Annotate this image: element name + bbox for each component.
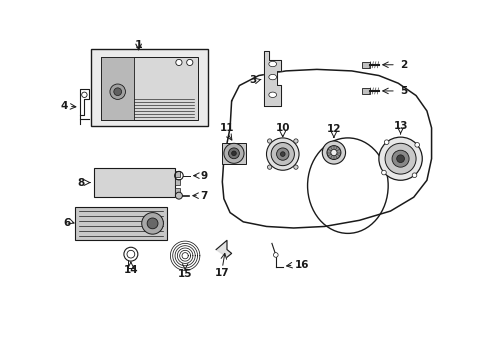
- Circle shape: [381, 170, 386, 175]
- Bar: [101, 57, 134, 120]
- Ellipse shape: [268, 61, 276, 67]
- Text: 17: 17: [215, 268, 229, 278]
- Circle shape: [330, 149, 336, 156]
- Circle shape: [411, 173, 416, 177]
- Text: 12: 12: [326, 125, 341, 134]
- Bar: [361, 62, 369, 68]
- Polygon shape: [216, 240, 231, 257]
- Circle shape: [224, 143, 244, 163]
- Circle shape: [114, 88, 122, 95]
- Text: 7: 7: [200, 191, 207, 201]
- Circle shape: [175, 192, 182, 199]
- Circle shape: [384, 143, 415, 174]
- Text: 13: 13: [392, 121, 407, 131]
- Text: 14: 14: [123, 265, 138, 275]
- Text: 5: 5: [399, 86, 407, 96]
- Circle shape: [267, 139, 271, 143]
- Circle shape: [280, 152, 285, 156]
- Bar: [222, 143, 245, 164]
- Text: 10: 10: [275, 123, 289, 133]
- Bar: [75, 207, 166, 239]
- Bar: [361, 88, 369, 94]
- Text: 8: 8: [78, 177, 85, 188]
- Circle shape: [147, 218, 158, 229]
- Text: 9: 9: [200, 171, 207, 181]
- Circle shape: [266, 138, 299, 170]
- Circle shape: [276, 148, 288, 160]
- Circle shape: [326, 145, 340, 159]
- Text: 3: 3: [249, 75, 256, 85]
- Circle shape: [110, 84, 125, 99]
- Circle shape: [391, 150, 408, 167]
- Bar: [101, 57, 198, 120]
- Bar: [175, 188, 179, 194]
- Circle shape: [142, 213, 163, 234]
- Text: 6: 6: [63, 217, 71, 228]
- Polygon shape: [264, 51, 281, 106]
- Circle shape: [267, 165, 271, 169]
- Circle shape: [293, 165, 298, 169]
- Ellipse shape: [268, 75, 276, 80]
- Circle shape: [176, 59, 182, 66]
- Text: 4: 4: [61, 101, 68, 111]
- Bar: [175, 179, 179, 185]
- Bar: [90, 49, 208, 126]
- Circle shape: [414, 143, 419, 147]
- Circle shape: [270, 143, 294, 166]
- Circle shape: [396, 155, 404, 163]
- Circle shape: [273, 253, 278, 257]
- Circle shape: [384, 140, 388, 144]
- Circle shape: [231, 151, 236, 156]
- Text: 11: 11: [219, 123, 234, 133]
- Circle shape: [322, 141, 345, 164]
- Bar: [175, 171, 179, 177]
- Circle shape: [293, 139, 298, 143]
- Circle shape: [186, 59, 192, 66]
- Text: 16: 16: [295, 260, 309, 270]
- Circle shape: [378, 137, 422, 180]
- Bar: [94, 168, 175, 197]
- Ellipse shape: [268, 92, 276, 98]
- Text: 1: 1: [135, 40, 142, 50]
- Text: 15: 15: [178, 269, 192, 279]
- Text: 2: 2: [399, 60, 407, 70]
- Circle shape: [228, 148, 239, 159]
